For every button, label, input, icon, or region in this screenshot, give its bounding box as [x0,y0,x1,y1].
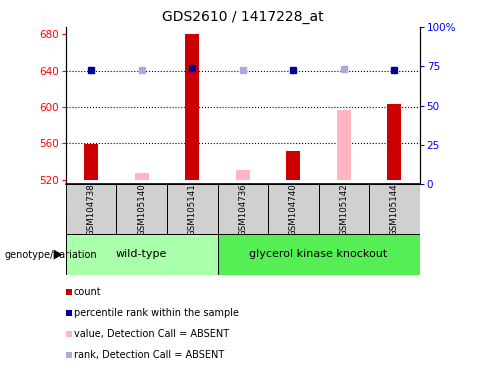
Bar [84,144,98,180]
Text: GSM105142: GSM105142 [339,183,348,236]
Text: GSM104738: GSM104738 [87,183,96,236]
Bar [337,110,351,180]
Bar [286,151,301,180]
Text: percentile rank within the sample: percentile rank within the sample [74,308,239,318]
Bar [218,234,420,275]
Text: wild-type: wild-type [116,249,167,260]
Bar [369,184,420,234]
Bar [185,34,199,180]
Text: glycerol kinase knockout: glycerol kinase knockout [249,249,388,260]
Polygon shape [54,250,62,260]
Bar [66,234,218,275]
Text: value, Detection Call = ABSENT: value, Detection Call = ABSENT [74,329,229,339]
Text: GSM105141: GSM105141 [188,183,197,236]
Text: rank, Detection Call = ABSENT: rank, Detection Call = ABSENT [74,350,224,360]
Text: GSM104740: GSM104740 [289,183,298,236]
Bar [167,184,218,234]
Bar [387,104,402,180]
Bar [135,174,149,180]
Text: genotype/variation: genotype/variation [5,250,98,260]
Text: GSM104736: GSM104736 [238,183,247,236]
Bar [66,184,117,234]
Bar [236,170,250,180]
Bar [218,184,268,234]
Text: GSM105140: GSM105140 [137,183,146,236]
Text: count: count [74,287,102,297]
Bar [268,184,319,234]
Bar [117,184,167,234]
Text: GSM105144: GSM105144 [390,183,399,236]
Title: GDS2610 / 1417228_at: GDS2610 / 1417228_at [162,10,324,25]
Bar [319,184,369,234]
